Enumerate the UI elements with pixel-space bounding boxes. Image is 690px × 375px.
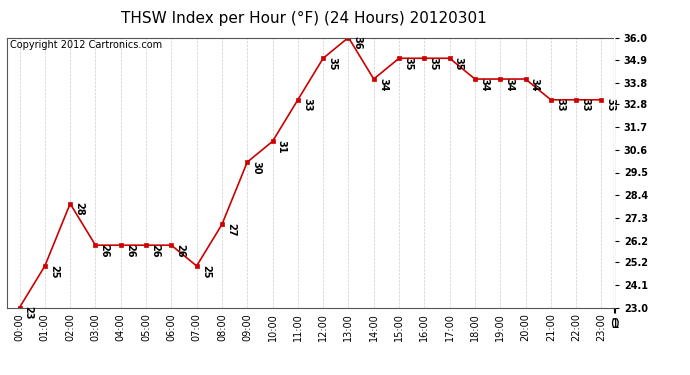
Text: 26: 26 xyxy=(175,244,186,257)
Text: THSW Index per Hour (°F) (24 Hours) 20120301: THSW Index per Hour (°F) (24 Hours) 2012… xyxy=(121,11,486,26)
Text: 28: 28 xyxy=(75,202,84,216)
Text: 35: 35 xyxy=(428,57,439,70)
Text: 26: 26 xyxy=(125,244,135,257)
Text: 33: 33 xyxy=(580,98,591,112)
Text: 33: 33 xyxy=(555,98,565,112)
Text: 33: 33 xyxy=(302,98,312,112)
Text: 25: 25 xyxy=(201,265,211,278)
Text: 34: 34 xyxy=(479,78,489,91)
Text: 34: 34 xyxy=(378,78,388,91)
Text: 23: 23 xyxy=(23,306,34,320)
Text: 26: 26 xyxy=(150,244,160,257)
Text: 34: 34 xyxy=(530,78,540,91)
Text: 30: 30 xyxy=(251,161,262,174)
Text: 27: 27 xyxy=(226,223,236,237)
Text: 36: 36 xyxy=(353,36,363,50)
Text: 35: 35 xyxy=(454,57,464,70)
Text: 31: 31 xyxy=(277,140,287,153)
Text: 35: 35 xyxy=(403,57,413,70)
Text: 26: 26 xyxy=(99,244,110,257)
Text: 35: 35 xyxy=(327,57,337,70)
Text: 34: 34 xyxy=(504,78,515,91)
Text: 25: 25 xyxy=(49,265,59,278)
Text: 33: 33 xyxy=(606,98,615,112)
Text: Copyright 2012 Cartronics.com: Copyright 2012 Cartronics.com xyxy=(10,40,162,50)
